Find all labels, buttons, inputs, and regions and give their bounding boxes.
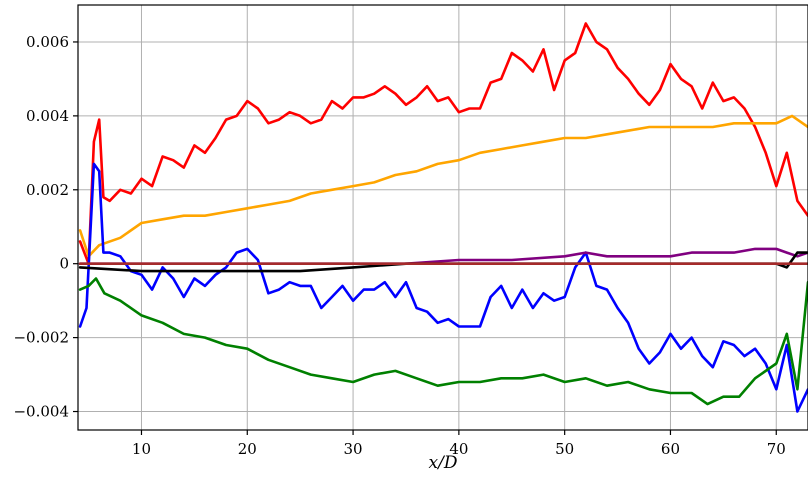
x-tick-label: 20 [238, 440, 257, 458]
x-axis-label: x/D [429, 453, 458, 473]
x-tick-label: 30 [344, 440, 363, 458]
y-tick-label: 0.004 [26, 107, 69, 125]
x-tick-label: 50 [555, 440, 574, 458]
plot-frame [77, 4, 808, 431]
y-tick-label: 0.006 [26, 33, 69, 51]
series-line-2 [78, 114, 808, 258]
series-lines [78, 22, 808, 413]
axis-ticks: 10 20 30 40 50 60 70 −0.004 −0.002 0 0.002 0.004 0.0… [13, 33, 785, 458]
x-tick-label: 40 [449, 440, 468, 458]
x-tick-label: 60 [661, 440, 680, 458]
y-tick-label: 0.002 [26, 181, 69, 199]
grid-lines [78, 5, 808, 430]
series-line-4 [78, 277, 808, 406]
x-tick-label: 10 [132, 440, 151, 458]
x-tick-label: 70 [767, 440, 786, 458]
series-line-3 [78, 162, 808, 413]
y-tick-label: 0 [59, 255, 69, 273]
series-line-1 [78, 22, 808, 265]
y-tick-label: −0.004 [13, 403, 69, 421]
y-tick-label: −0.002 [13, 329, 69, 347]
series-line-5 [78, 247, 808, 265]
